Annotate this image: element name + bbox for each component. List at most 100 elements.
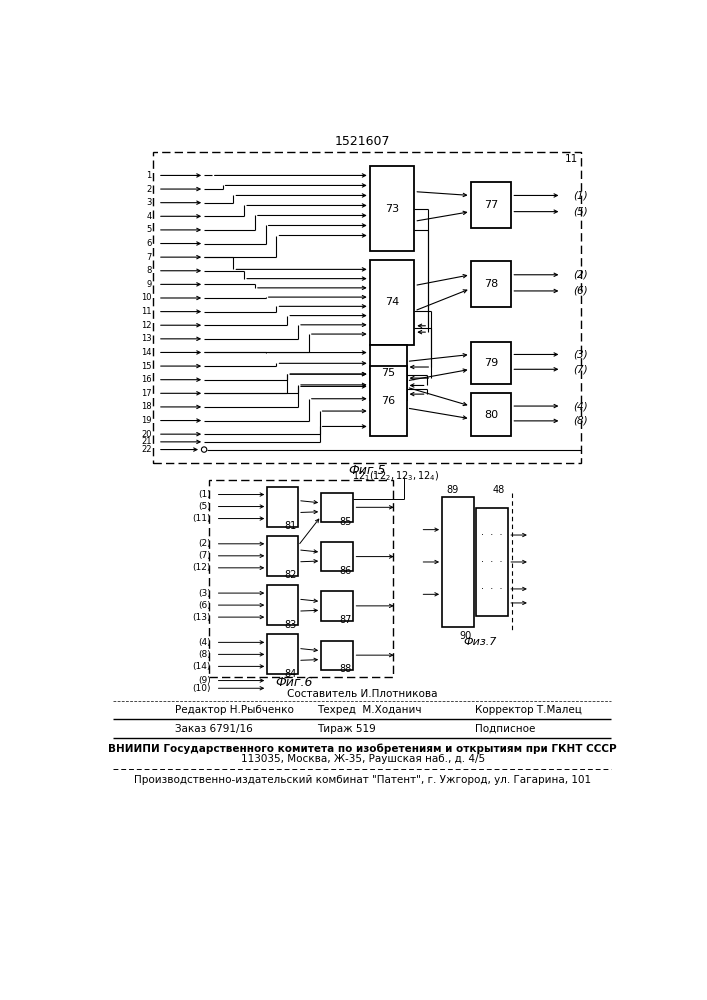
Text: 74: 74	[385, 297, 399, 307]
Text: (7): (7)	[573, 364, 588, 374]
Text: Составитель И.Плотникова: Составитель И.Плотникова	[288, 689, 438, 699]
Bar	[471, 261, 511, 307]
Bar	[471, 182, 511, 228]
Text: 79: 79	[484, 358, 498, 368]
Text: 9: 9	[146, 280, 152, 289]
Text: 90: 90	[460, 631, 472, 641]
Bar	[321, 493, 354, 522]
Text: 18: 18	[141, 402, 152, 411]
Text: 113035, Москва, Ж-35, Раушская наб., д. 4/5: 113035, Москва, Ж-35, Раушская наб., д. …	[240, 754, 485, 764]
Text: (12): (12)	[192, 563, 211, 572]
Bar	[370, 366, 407, 436]
Text: 11: 11	[141, 307, 152, 316]
Bar	[209, 480, 393, 677]
Bar	[442, 497, 474, 627]
Bar	[471, 393, 511, 436]
Text: Фиг.5: Фиг.5	[349, 464, 386, 477]
Bar	[370, 166, 414, 251]
Text: 11: 11	[565, 153, 578, 163]
Text: (8): (8)	[573, 416, 588, 426]
Text: 1521607: 1521607	[335, 135, 390, 148]
Text: Физ.7: Физ.7	[464, 637, 497, 647]
Text: 2: 2	[146, 185, 152, 194]
Text: 73: 73	[385, 204, 399, 214]
Text: 7: 7	[146, 253, 152, 262]
Text: 75: 75	[381, 368, 395, 378]
Bar	[370, 345, 407, 400]
Bar	[476, 508, 508, 616]
Text: 20: 20	[141, 430, 152, 439]
Text: 81: 81	[284, 521, 296, 531]
Text: 21: 21	[141, 437, 152, 446]
Text: (14): (14)	[192, 662, 211, 671]
Text: (4): (4)	[199, 638, 211, 647]
Text: 76: 76	[381, 396, 395, 406]
Text: Корректор Т.Малец: Корректор Т.Малец	[475, 705, 582, 715]
Text: 88: 88	[339, 664, 351, 674]
Bar	[321, 591, 354, 620]
Text: 3: 3	[146, 198, 152, 207]
Bar	[370, 260, 414, 345]
Text: 87: 87	[339, 615, 351, 625]
Text: 19: 19	[141, 416, 152, 425]
Text: 5: 5	[146, 225, 152, 234]
Text: 1: 1	[146, 171, 152, 180]
Text: 80: 80	[484, 410, 498, 420]
Text: 89: 89	[446, 485, 458, 495]
Text: (6): (6)	[198, 601, 211, 610]
Bar	[267, 585, 298, 625]
Text: ·  ·  ·: · · ·	[481, 530, 503, 540]
Text: (3): (3)	[573, 349, 588, 359]
Text: 6: 6	[146, 239, 152, 248]
Text: Тираж 519: Тираж 519	[317, 724, 376, 734]
Text: (6): (6)	[573, 286, 588, 296]
Text: (10): (10)	[192, 684, 211, 693]
Text: (11): (11)	[192, 514, 211, 523]
Text: (5): (5)	[198, 502, 211, 511]
Text: 12: 12	[141, 321, 152, 330]
Text: (3): (3)	[198, 589, 211, 598]
Text: 10: 10	[141, 293, 152, 302]
Text: $12_1(12_2, 12_3, 12_4)$: $12_1(12_2, 12_3, 12_4)$	[352, 470, 439, 483]
Text: 22: 22	[141, 445, 152, 454]
Text: (8): (8)	[198, 650, 211, 659]
Bar	[267, 536, 298, 576]
Text: 84: 84	[284, 669, 296, 679]
Text: (1): (1)	[198, 490, 211, 499]
Bar	[153, 152, 580, 463]
Text: 15: 15	[141, 362, 152, 371]
Text: (1): (1)	[573, 190, 588, 200]
Text: ВНИИПИ Государственного комитета по изобретениям и открытиям при ГКНТ СССР: ВНИИПИ Государственного комитета по изоб…	[108, 744, 617, 754]
Text: Подписное: Подписное	[475, 724, 535, 734]
Bar	[267, 634, 298, 674]
Text: 85: 85	[339, 517, 351, 527]
Text: Заказ 6791/16: Заказ 6791/16	[175, 724, 252, 734]
Text: (13): (13)	[192, 613, 211, 622]
Text: 77: 77	[484, 200, 498, 210]
Text: 16: 16	[141, 375, 152, 384]
Text: ·  ·  ·: · · ·	[481, 584, 503, 594]
Bar	[471, 342, 511, 384]
Text: 78: 78	[484, 279, 498, 289]
Text: (5): (5)	[573, 207, 588, 217]
Text: Техред  М.Ходанич: Техред М.Ходанич	[317, 705, 422, 715]
Text: 48: 48	[492, 485, 504, 495]
Text: (2): (2)	[573, 270, 588, 280]
Text: 8: 8	[146, 266, 152, 275]
Text: ·  ·  ·: · · ·	[481, 557, 503, 567]
Text: (7): (7)	[198, 551, 211, 560]
Text: 13: 13	[141, 334, 152, 343]
Text: 4: 4	[146, 212, 152, 221]
Text: (4): (4)	[573, 401, 588, 411]
Bar	[321, 542, 354, 571]
Text: 82: 82	[284, 570, 296, 580]
Text: Редактор Н.Рыбченко: Редактор Н.Рыбченко	[175, 705, 293, 715]
Bar	[267, 487, 298, 527]
Text: Фиг.6: Фиг.6	[276, 676, 313, 689]
Text: 86: 86	[339, 566, 351, 576]
Text: Производственно-издательский комбинат "Патент", г. Ужгород, ул. Гагарина, 101: Производственно-издательский комбинат "П…	[134, 775, 591, 785]
Text: (9): (9)	[198, 676, 211, 685]
Text: 17: 17	[141, 389, 152, 398]
Text: 14: 14	[141, 348, 152, 357]
Text: 83: 83	[284, 620, 296, 630]
